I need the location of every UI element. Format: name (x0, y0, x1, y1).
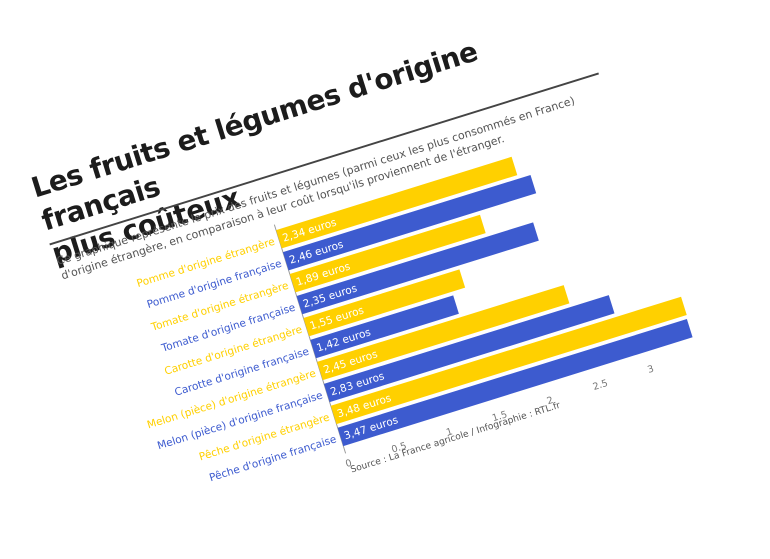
bar-1 (282, 174, 537, 271)
bar-0 (276, 156, 518, 249)
x-tick-label-5: 2.5 (592, 378, 610, 393)
x-tick-label-1: 0.5 (390, 441, 408, 456)
bar-9 (337, 318, 693, 447)
bar-7 (323, 295, 615, 403)
infographic-panel: Les fruits et légumes d'origine français… (18, 0, 723, 559)
bar-8 (330, 296, 687, 425)
stage: Les fruits et légumes d'origine français… (27, 35, 693, 484)
y-axis-line (273, 224, 347, 454)
x-tick-label-2: 1 (445, 426, 454, 438)
bar-3 (296, 222, 539, 315)
x-tick-label-0: 0 (344, 458, 353, 470)
bar-4 (303, 269, 466, 337)
bar-2 (289, 214, 486, 293)
x-tick-label-4: 2 (546, 395, 555, 407)
x-tick-label-6: 3 (646, 364, 655, 376)
bar-5 (310, 295, 459, 359)
x-tick-label-3: 1.5 (491, 409, 509, 424)
bar-6 (317, 285, 570, 381)
